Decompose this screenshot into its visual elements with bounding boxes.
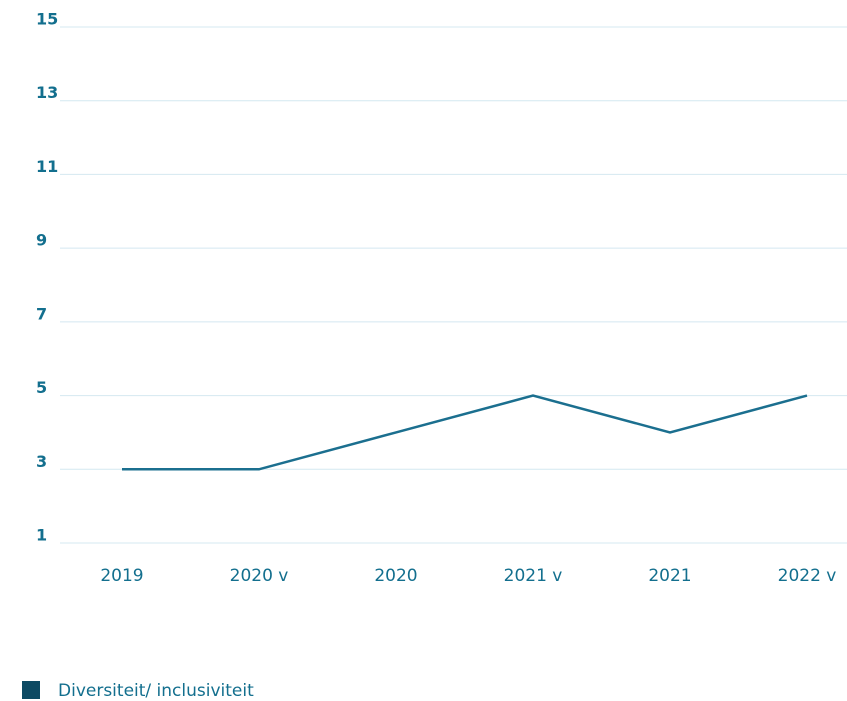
y-tick-label: 7 [36,304,47,323]
y-tick-label: 15 [36,10,58,29]
x-tick-label: 2019 [100,566,143,586]
x-tick-label: 2021 v [504,566,563,586]
x-tick-label: 2020 v [230,566,289,586]
x-tick-label: 2021 [648,566,691,586]
legend-swatch [22,681,40,699]
x-tick-label: 2020 [374,566,417,586]
x-tick-label: 2022 v [778,566,837,586]
line [122,394,808,471]
y-tick-label: 11 [36,157,58,176]
y-tick-label: 1 [36,526,47,545]
y-tick-label: 5 [36,378,47,397]
y-tick-label: 13 [36,83,58,102]
y-tick-label: 9 [36,231,47,250]
legend-label: Diversiteit/ inclusiviteit [58,681,254,701]
y-tick-label: 3 [36,452,47,471]
